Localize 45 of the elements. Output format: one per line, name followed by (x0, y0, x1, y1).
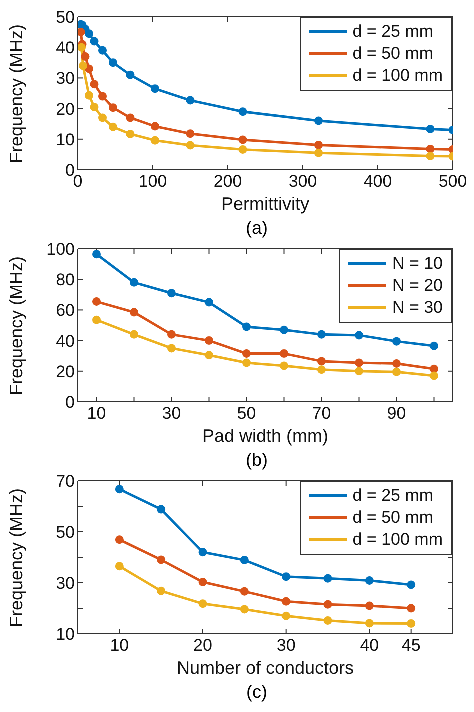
x-tick-label: 70 (312, 404, 332, 424)
y-tick-label: 40 (56, 38, 75, 58)
y-axis-title: Frequency (MHz) (6, 256, 26, 396)
x-axis-title: Permittivity (221, 194, 310, 214)
y-tick-label: 10 (56, 130, 75, 150)
x-tick-label: 300 (288, 172, 318, 192)
x-axis-title: Number of conductors (176, 658, 354, 678)
y-tick-label: 50 (56, 523, 75, 542)
x-tick-label: 10 (110, 636, 130, 656)
legend-label: d = 25 mm (352, 21, 434, 43)
x-tick-label: 40 (360, 636, 380, 656)
y-tick-label: 50 (56, 8, 75, 28)
x-tick-label: 90 (387, 404, 406, 424)
legend-label: d = 50 mm (352, 43, 434, 65)
y-axis-title: Frequency (MHz) (6, 488, 26, 628)
y-tick-label: 20 (56, 362, 75, 382)
x-axis-title: Pad width (mm) (202, 426, 329, 446)
legend-label: N = 20 (392, 275, 443, 297)
x-tick-label: 10 (87, 404, 106, 424)
y-tick-label: 70 (56, 472, 75, 492)
y-tick-label: 20 (56, 100, 75, 119)
x-tick-label: 45 (402, 636, 421, 656)
legend-label: d = 25 mm (352, 485, 434, 507)
text: (b) (245, 450, 269, 472)
x-tick-label: 400 (364, 172, 392, 192)
y-tick-label: 40 (56, 332, 75, 351)
legend-label: d = 50 mm (352, 507, 434, 529)
y-tick-label: 100 (46, 240, 75, 260)
x-tick-label: 30 (276, 636, 296, 656)
x-tick-label: 30 (162, 404, 182, 424)
y-tick-label: 30 (56, 69, 75, 88)
legend-label: d = 100 mm (352, 65, 443, 87)
x-tick-label: 50 (237, 404, 256, 424)
legend-label: N = 10 (392, 253, 443, 275)
legend-label: N = 30 (392, 297, 443, 319)
x-tick-label: 200 (214, 172, 242, 192)
x-tick-label: 100 (138, 172, 168, 192)
y-tick-label: 30 (56, 574, 75, 594)
text: (c) (246, 682, 268, 704)
x-tick-label: 20 (194, 636, 212, 656)
y-tick-label: 80 (56, 270, 75, 290)
text: (a) (245, 218, 269, 240)
y-axis-title: Frequency (MHz) (6, 24, 26, 164)
legend-label: d = 100 mm (352, 529, 443, 551)
y-tick-label: 60 (56, 301, 75, 320)
